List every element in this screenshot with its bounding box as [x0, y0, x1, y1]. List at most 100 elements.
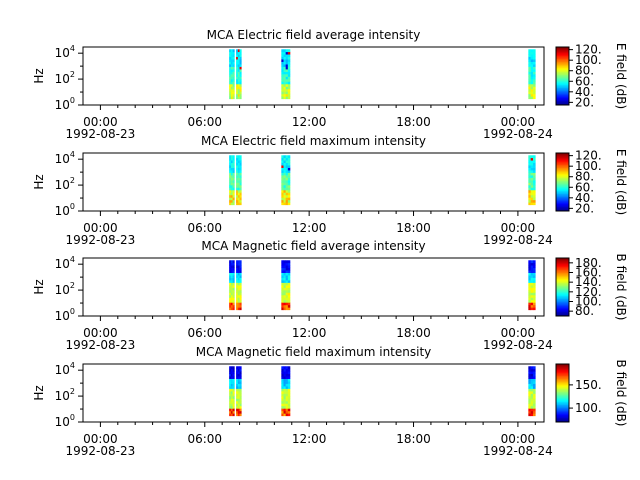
heatmap-cell	[528, 396, 531, 399]
heatmap-cell	[229, 182, 232, 186]
heatmap-cell	[229, 302, 232, 306]
heatmap-cell	[528, 194, 531, 198]
heatmap-cell	[528, 187, 531, 191]
heatmap-cell	[237, 189, 240, 193]
heatmap-cell	[287, 157, 291, 161]
heatmap-cell	[281, 202, 284, 206]
heatmap-cell	[530, 287, 534, 291]
heatmap-cell	[528, 378, 531, 382]
heatmap-cell	[281, 197, 284, 201]
heatmap-cell	[287, 66, 291, 70]
heatmap-cell	[532, 371, 536, 375]
heatmap-cell	[532, 294, 536, 298]
heatmap-cell	[229, 197, 232, 201]
heatmap-cell	[530, 172, 534, 176]
heatmap-cell	[281, 81, 284, 85]
heatmap-cell	[281, 373, 284, 377]
heatmap-cell	[532, 277, 536, 281]
heatmap-cell	[528, 282, 531, 286]
heatmap-cell	[236, 165, 239, 168]
heatmap-cell	[229, 405, 232, 409]
heatmap-cell	[230, 180, 233, 183]
heatmap-cell	[239, 260, 242, 264]
heatmap-cell	[532, 155, 536, 159]
heatmap-cell	[287, 408, 291, 412]
heatmap-cell	[232, 185, 235, 188]
heatmap-cell	[530, 51, 534, 55]
heatmap-cells	[229, 260, 536, 311]
heatmap-cell	[230, 182, 233, 186]
heatmap-cell	[229, 292, 232, 296]
heatmap-cell	[237, 405, 240, 409]
heatmap-cell	[530, 403, 534, 407]
heatmap-cell	[285, 49, 289, 53]
heatmap-cell	[237, 157, 240, 161]
heatmap-cell	[236, 66, 239, 70]
colorbar-segment	[556, 199, 569, 202]
heatmap-cell	[237, 177, 240, 181]
heatmap-cell	[287, 199, 291, 203]
heatmap-cell	[236, 270, 239, 273]
heatmap-cell	[230, 88, 233, 92]
heatmap-cell	[528, 157, 531, 161]
heatmap-cell	[239, 180, 242, 183]
heatmap-cell	[237, 56, 240, 60]
x-tick-label: 18:00	[396, 326, 431, 340]
heatmap-cell	[237, 302, 240, 306]
heatmap-cell	[281, 86, 284, 90]
heatmap-cell	[237, 294, 240, 298]
heatmap-cell	[528, 185, 531, 188]
heatmap-cell	[229, 368, 232, 372]
heatmap-cell	[287, 277, 291, 281]
colorbar-segment	[556, 76, 569, 78]
heatmap-cell	[229, 180, 232, 183]
heatmap-cell	[283, 61, 286, 65]
heatmap-cell	[237, 299, 240, 303]
colorbar-segment	[556, 65, 569, 68]
heatmap-cell	[283, 376, 286, 379]
heatmap-cell	[239, 304, 242, 308]
heatmap-cell	[236, 167, 239, 171]
heatmap-cell	[230, 86, 233, 90]
y-tick-label: 100	[55, 96, 75, 112]
heatmap-cell	[230, 371, 233, 375]
heatmap-cell	[229, 270, 232, 273]
heatmap-cell	[283, 155, 286, 159]
heatmap-cell	[532, 396, 536, 399]
colorbar-segment	[556, 154, 569, 157]
heatmap-cell	[528, 285, 531, 288]
heatmap-cell	[281, 88, 284, 92]
heatmap-cell	[530, 391, 534, 394]
heatmap-cell	[283, 400, 286, 404]
heatmap-cell	[285, 66, 289, 70]
heatmap-cell	[230, 265, 233, 269]
colorbar-segment	[556, 393, 569, 395]
colorbar-segment	[556, 77, 569, 80]
heatmap-cell	[230, 59, 233, 62]
heatmap-cell	[528, 383, 531, 387]
heatmap-cell	[230, 388, 233, 392]
heatmap-cell	[229, 413, 232, 417]
heatmap-cell	[528, 272, 531, 276]
heatmap-cell	[281, 400, 284, 404]
heatmap-cell	[287, 307, 291, 311]
y-tick-label: 104	[55, 150, 75, 166]
heatmap-cell	[239, 177, 242, 181]
heatmap-cell	[281, 66, 284, 70]
heatmap-cell	[229, 378, 232, 382]
colorbar-segment	[556, 70, 569, 73]
heatmap-cell	[532, 88, 536, 92]
heatmap-cell	[283, 199, 286, 203]
chart-title: MCA Magnetic field average intensity	[201, 239, 425, 253]
heatmap-cell	[230, 398, 233, 402]
heatmap-cell	[239, 88, 242, 92]
colorbar-segment	[556, 171, 569, 174]
heatmap-cell	[532, 292, 536, 296]
colorbar-segment	[556, 289, 569, 292]
heatmap-cell	[230, 202, 233, 206]
heatmap-cell	[530, 398, 534, 402]
heatmap-cell	[283, 267, 286, 271]
heatmap-cell	[237, 292, 240, 296]
heatmap-cell	[229, 83, 232, 87]
heatmap-cell	[528, 69, 531, 72]
